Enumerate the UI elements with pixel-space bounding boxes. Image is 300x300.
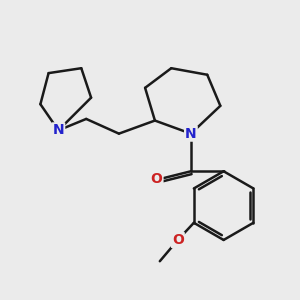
Text: O: O (151, 172, 163, 186)
Text: O: O (172, 233, 184, 247)
Text: N: N (52, 123, 64, 137)
Text: N: N (185, 127, 197, 141)
